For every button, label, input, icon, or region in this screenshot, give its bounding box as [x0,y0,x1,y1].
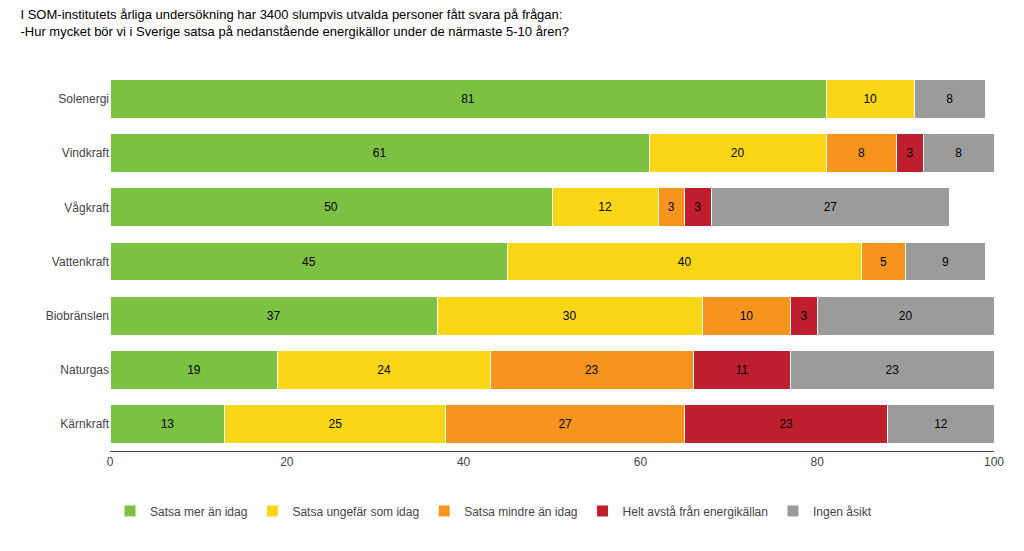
svg-text:20: 20 [280,455,294,469]
svg-text:3: 3 [694,200,701,214]
svg-text:Satsa mindre än idag: Satsa mindre än idag [464,505,577,519]
svg-text:3: 3 [668,200,675,214]
svg-text:8: 8 [858,146,865,160]
svg-text:3: 3 [907,146,914,160]
svg-text:Helt avstå från energikällan: Helt avstå från energikällan [623,505,768,519]
svg-text:8: 8 [955,146,962,160]
svg-text:45: 45 [302,255,316,269]
svg-text:60: 60 [634,455,648,469]
svg-text:23: 23 [779,417,793,431]
svg-text:Satsa mer än idag: Satsa mer än idag [150,505,247,519]
svg-text:I SOM-institutets årliga under: I SOM-institutets årliga undersökning ha… [20,7,568,39]
svg-text:8: 8 [946,92,953,106]
svg-text:Naturgas: Naturgas [60,363,109,377]
svg-text:12: 12 [934,417,948,431]
svg-text:Ingen åsikt: Ingen åsikt [813,505,872,519]
svg-text:Vågkraft: Vågkraft [64,201,109,215]
svg-text:81: 81 [461,92,475,106]
svg-text:40: 40 [678,255,692,269]
svg-text:3: 3 [800,309,807,323]
svg-text:10: 10 [863,92,877,106]
svg-text:0: 0 [107,455,114,469]
svg-text:61: 61 [373,146,387,160]
svg-text:24: 24 [377,363,391,377]
svg-text:Solenergi: Solenergi [58,92,109,106]
svg-text:40: 40 [457,455,471,469]
svg-text:100: 100 [984,455,1004,469]
svg-text:Kärnkraft: Kärnkraft [60,417,109,431]
svg-text:80: 80 [811,455,825,469]
svg-text:37: 37 [267,309,281,323]
svg-text:23: 23 [886,363,900,377]
svg-text:5: 5 [880,255,887,269]
svg-text:Vindkraft: Vindkraft [62,146,110,160]
svg-text:30: 30 [563,309,577,323]
svg-text:12: 12 [598,200,612,214]
svg-text:Satsa ungefär som idag: Satsa ungefär som idag [292,505,419,519]
svg-text:25: 25 [329,417,343,431]
svg-text:27: 27 [824,200,838,214]
svg-text:27: 27 [558,417,572,431]
svg-text:20: 20 [899,309,913,323]
svg-text:10: 10 [740,309,754,323]
svg-text:50: 50 [324,200,338,214]
svg-text:Vattenkraft: Vattenkraft [52,255,110,269]
svg-text:9: 9 [942,255,949,269]
svg-text:20: 20 [731,146,745,160]
svg-text:19: 19 [187,363,201,377]
svg-text:23: 23 [585,363,599,377]
svg-text:11: 11 [736,363,749,377]
svg-text:13: 13 [161,417,175,431]
svg-text:Biobränslen: Biobränslen [46,309,109,323]
